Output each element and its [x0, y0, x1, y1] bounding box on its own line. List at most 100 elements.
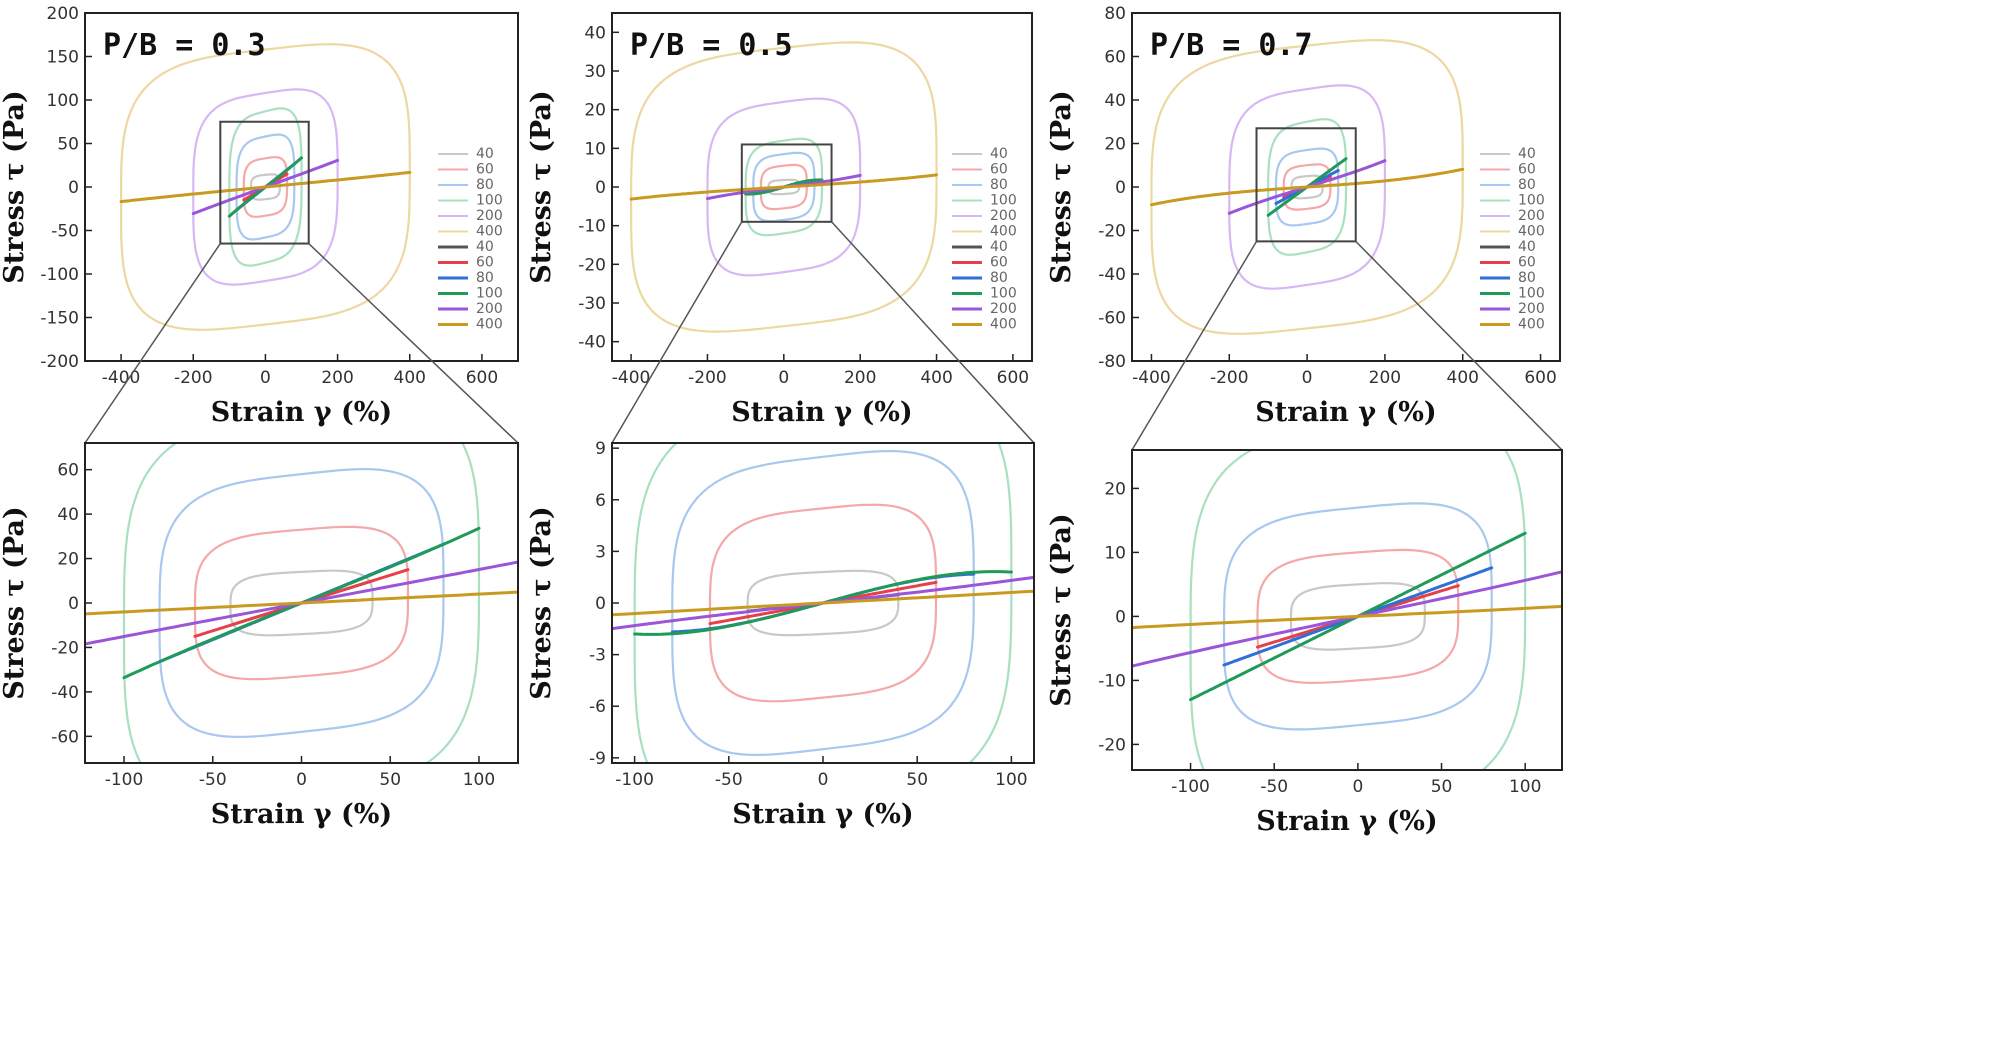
y-tick-label: 40 [57, 505, 79, 525]
legend-label: 80 [990, 270, 1008, 286]
elastic-loop-100 [1189, 450, 1527, 770]
plot-area [612, 443, 1034, 763]
axis-frame [1131, 449, 1563, 771]
legend-label: 80 [476, 270, 494, 286]
y-tick-label: 0 [68, 594, 79, 614]
x-axis-title: Strain γ (%) [732, 799, 913, 830]
y-tick-label: 10 [584, 139, 606, 159]
x-axis-title: Strain γ (%) [211, 397, 392, 428]
legend-label: 200 [1518, 208, 1545, 224]
y-tick-label: 20 [584, 101, 606, 121]
legend-label: 200 [1518, 301, 1545, 317]
y-tick-label: -150 [40, 309, 79, 329]
y-tick-label: -20 [1098, 222, 1126, 242]
zoom-box [219, 120, 310, 245]
legend-label: 400 [990, 224, 1017, 240]
y-tick-label: 20 [57, 550, 79, 570]
x-tick-label: -200 [688, 368, 727, 388]
viscous-curve-400 [612, 589, 1034, 617]
legend-label: 60 [990, 255, 1008, 271]
x-tick-label: 100 [463, 770, 495, 790]
x-tick-label: 600 [1524, 368, 1556, 388]
y-tick-label: 6 [595, 491, 606, 511]
x-axis-title: Strain γ (%) [1255, 397, 1436, 428]
x-tick-label: 50 [1431, 777, 1453, 797]
elastic-loop-80 [158, 468, 445, 738]
y-tick-label: 30 [584, 62, 606, 82]
x-tick-label: -400 [612, 368, 651, 388]
x-axis-title: Strain γ (%) [731, 397, 912, 428]
x-tick-label: 400 [920, 368, 952, 388]
x-axis-title: Strain γ (%) [211, 799, 392, 830]
y-tick-label: 0 [595, 178, 606, 198]
legend-label: 40 [476, 239, 494, 255]
legend-label: 100 [476, 193, 503, 209]
x-tick-label: 100 [995, 770, 1027, 790]
zoom-connector-right [1355, 240, 1563, 451]
legend-label: 400 [476, 317, 503, 333]
legend-label: 100 [476, 286, 503, 302]
x-tick-label: -200 [174, 368, 213, 388]
y-tick-label: 60 [57, 461, 79, 481]
chart-panel-1: -400 -200 0 200 400 600-200-150-100-500501001… [0, 4, 519, 444]
legend-label: 400 [1518, 224, 1545, 240]
legend-label: 60 [1518, 255, 1536, 271]
elastic-loop-60 [1256, 548, 1460, 684]
x-tick-label: 100 [1509, 777, 1541, 797]
legend-label: 400 [990, 317, 1017, 333]
elastic-loop-60 [708, 503, 938, 703]
x-tick-label: 0 [778, 368, 789, 388]
x-tick-label: 400 [1447, 368, 1479, 388]
x-tick-label: 200 [1369, 368, 1401, 388]
y-tick-label: -40 [1098, 265, 1126, 285]
y-tick-label: -10 [578, 217, 606, 237]
x-tick-label: 200 [844, 368, 876, 388]
x-tick-label: -100 [615, 770, 654, 790]
x-tick-label: -100 [105, 770, 144, 790]
y-tick-label: -20 [578, 255, 606, 275]
plot-area [119, 43, 412, 331]
legend-label: 80 [990, 177, 1008, 193]
y-tick-label: 40 [1104, 91, 1126, 111]
legend-label: 80 [1518, 177, 1536, 193]
y-tick-label: -40 [578, 333, 606, 353]
x-tick-label: 50 [379, 770, 401, 790]
legend-label: 100 [1518, 286, 1545, 302]
elastic-loop-400 [630, 41, 938, 333]
y-tick-label: 20 [1104, 479, 1126, 499]
legend-label: 200 [990, 208, 1017, 224]
legend-label: 200 [990, 301, 1017, 317]
y-tick-label: -40 [51, 683, 79, 703]
x-tick-label: 0 [1302, 368, 1313, 388]
y-tick-label: 0 [595, 594, 606, 614]
y-tick-label: -100 [40, 265, 79, 285]
y-tick-label: 150 [47, 48, 79, 68]
legend-label: 40 [1518, 239, 1536, 255]
y-tick-label: 0 [1115, 607, 1126, 627]
x-tick-label: 50 [906, 770, 928, 790]
x-tick-label: 0 [260, 368, 271, 388]
elastic-loop-200 [1228, 84, 1386, 290]
viscous-curve-400 [629, 173, 938, 201]
panel-label: P/B = 0.3 [103, 28, 266, 63]
y-tick-label: -20 [1098, 735, 1126, 755]
viscous-curve-400 [1132, 604, 1562, 630]
x-tick-label: 0 [296, 770, 307, 790]
y-tick-label: 40 [584, 23, 606, 43]
elastic-loop-80 [235, 133, 296, 241]
y-tick-label: 0 [68, 178, 79, 198]
legend-label: 200 [476, 208, 503, 224]
x-axis-title: Strain γ (%) [1256, 806, 1437, 837]
panel-label: P/B = 0.7 [1150, 28, 1313, 63]
viscous-curve-400 [1150, 167, 1465, 207]
y-tick-label: -60 [51, 727, 79, 747]
legend-label: 60 [476, 162, 494, 178]
x-tick-label: 200 [321, 368, 353, 388]
legend-label: 40 [476, 146, 494, 162]
legend-label: 60 [990, 162, 1008, 178]
zoom-connector-left [1131, 240, 1258, 451]
y-axis-title: Stress τ (Pa) [526, 506, 557, 699]
y-tick-label: 9 [595, 439, 606, 459]
viscous-curve-400 [119, 170, 412, 204]
